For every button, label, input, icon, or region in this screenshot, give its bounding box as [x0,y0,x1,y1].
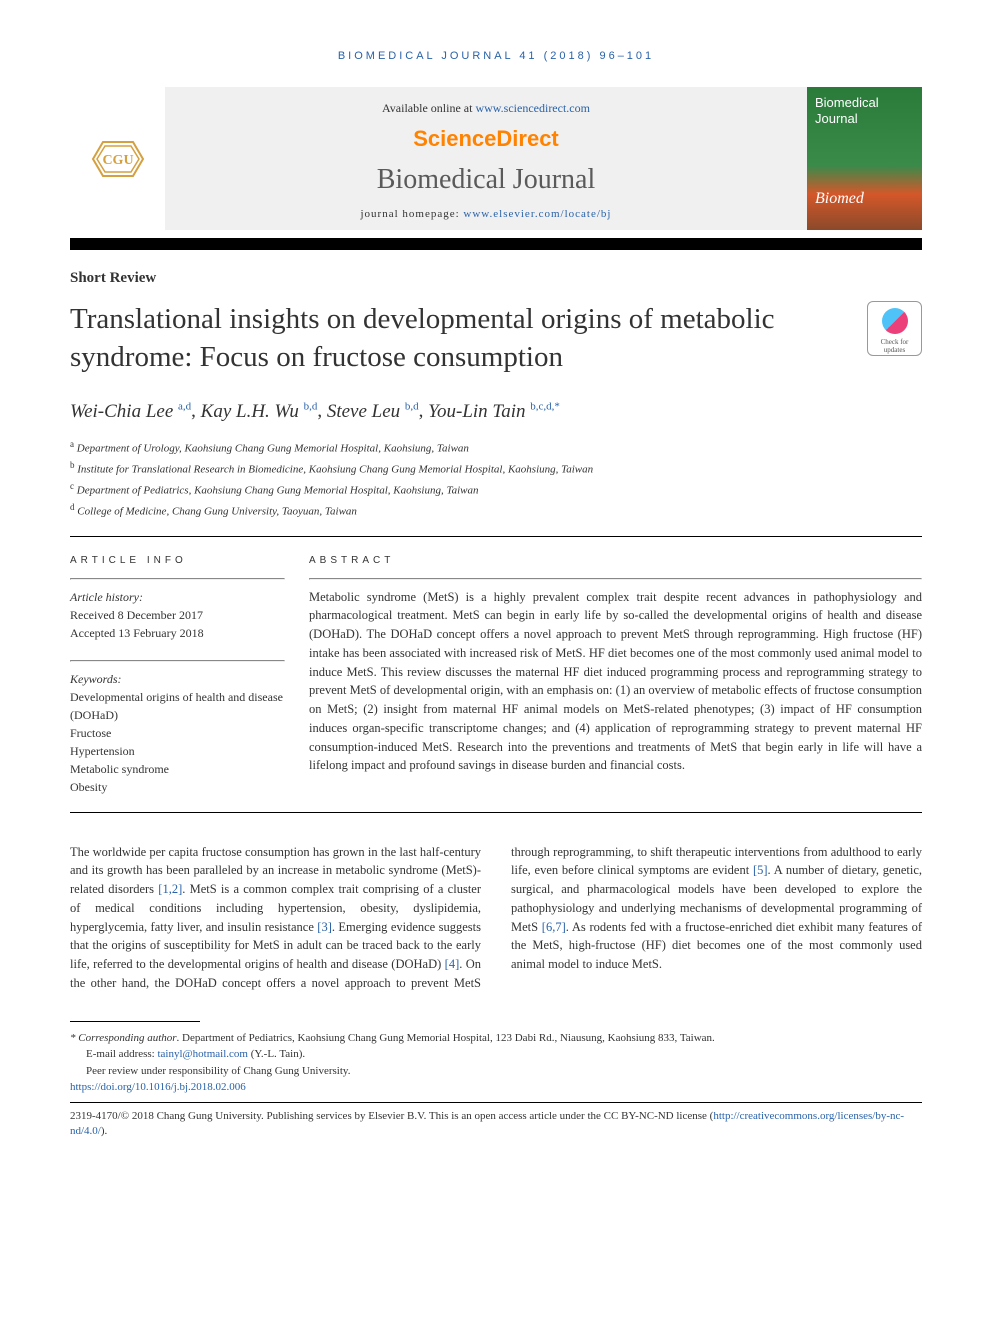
svg-text:CGU: CGU [102,153,133,168]
homepage-line: journal homepage: www.elsevier.com/locat… [175,208,797,220]
authors-line: Wei-Chia Lee a,d, Kay L.H. Wu b,d, Steve… [70,400,922,422]
keyword-4: Metabolic syndrome [70,760,285,778]
author-2: Kay L.H. Wu b,d [201,401,318,422]
check-updates-label: Check for updates [872,338,917,354]
email-line: E-mail address: tainyl@hotmail.com (Y.-L… [70,1046,922,1063]
article-type: Short Review [70,270,922,287]
accepted-date: Accepted 13 February 2018 [70,624,285,642]
affiliation-a: a Department of Urology, Kaohsiung Chang… [70,437,922,458]
crossmark-icon [882,308,908,334]
body-para: The worldwide per capita fructose consum… [70,845,922,990]
running-header: BIOMEDICAL JOURNAL 41 (2018) 96–101 [70,50,922,62]
received-date: Received 8 December 2017 [70,606,285,624]
ref-link[interactable]: [1,2] [158,882,182,896]
author-1: Wei-Chia Lee a,d [70,401,191,422]
ref-link[interactable]: [5] [753,863,768,877]
author-4: You-Lin Tain b,c,d,* [428,401,560,422]
sciencedirect-link[interactable]: www.sciencedirect.com [475,101,590,115]
journal-banner: CGU Available online at www.sciencedirec… [70,87,922,230]
check-for-updates-badge[interactable]: Check for updates [867,301,922,356]
email-link[interactable]: tainyl@hotmail.com [157,1048,247,1060]
abstract-text: Metabolic syndrome (MetS) is a highly pr… [309,588,922,776]
affiliations: a Department of Urology, Kaohsiung Chang… [70,437,922,522]
article-title: Translational insights on developmental … [70,301,847,376]
separator [70,812,922,813]
cover-line1: Biomedical [815,95,914,111]
cover-script: Biomed [815,190,864,208]
abstract-column: ABSTRACT Metabolic syndrome (MetS) is a … [309,553,922,796]
doi-link[interactable]: https://doi.org/10.1016/j.bj.2018.02.006 [70,1081,246,1093]
keywords-label: Keywords: [70,670,285,688]
keyword-2: Fructose [70,724,285,742]
available-online-line: Available online at www.sciencedirect.co… [175,101,797,116]
body-text: The worldwide per capita fructose consum… [70,843,922,993]
available-text: Available online at [382,101,475,115]
keyword-3: Hypertension [70,742,285,760]
keyword-5: Obesity [70,778,285,796]
author-3: Steve Leu b,d [327,401,419,422]
keyword-1: Developmental origins of health and dise… [70,688,285,724]
history-label: Article history: [70,588,285,606]
article-info-column: ARTICLE INFO Article history: Received 8… [70,553,309,796]
separator [70,1102,922,1103]
homepage-label: journal homepage: [360,208,463,220]
footnote-separator [70,1021,200,1022]
ref-link[interactable]: [4] [445,957,460,971]
sciencedirect-logo: ScienceDirect [175,126,797,152]
license-text: 2319-4170/© 2018 Chang Gung University. … [70,1109,922,1140]
journal-title: Biomedical Journal [175,164,797,196]
banner-center: Available online at www.sciencedirect.co… [165,87,807,230]
publisher-logo: CGU [70,87,165,230]
separator [70,536,922,537]
cover-line2: Journal [815,111,914,127]
affiliation-d: d College of Medicine, Chang Gung Univer… [70,500,922,521]
homepage-link[interactable]: www.elsevier.com/locate/bj [463,208,611,220]
abstract-heading: ABSTRACT [309,553,922,568]
corresponding-author: * Corresponding author. Department of Pe… [70,1030,922,1047]
journal-cover-thumb: Biomedical Journal Biomed [807,87,922,230]
separator-bar [70,238,922,250]
ref-link[interactable]: [6,7] [542,920,566,934]
affiliation-c: c Department of Pediatrics, Kaohsiung Ch… [70,479,922,500]
article-info-heading: ARTICLE INFO [70,553,285,568]
footnotes: * Corresponding author. Department of Pe… [70,1030,922,1096]
affiliation-b: b Institute for Translational Research i… [70,458,922,479]
peer-review-line: Peer review under responsibility of Chan… [70,1063,922,1080]
ref-link[interactable]: [3] [317,920,332,934]
